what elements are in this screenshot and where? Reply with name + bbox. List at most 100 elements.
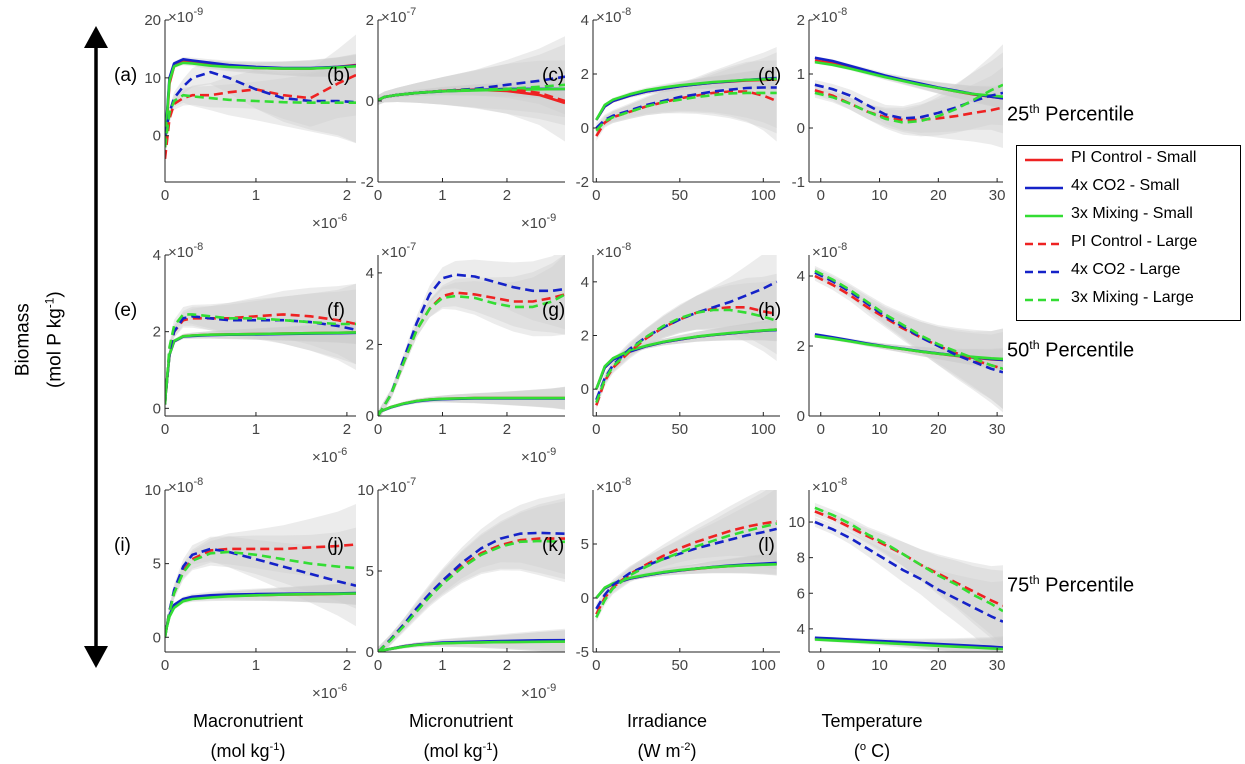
y-exponent-label: ×10-8 <box>168 241 203 261</box>
y-tick-label: 0 <box>153 400 161 417</box>
x-tick-label: 0 <box>161 657 169 674</box>
uncertainty-band-3x-mixing-large <box>378 44 565 125</box>
uncertainty-band <box>165 504 356 642</box>
x-tick-label: 2 <box>503 657 511 674</box>
column-label-macronutrient: Macronutrient (mol kg-1) <box>163 708 333 764</box>
column-label-micronutrient: Micronutrient (mol kg-1) <box>376 708 546 764</box>
panel-k: -5050 50 100×10-8(k) <box>542 476 780 674</box>
legend-item-4x-co2-small: 4x CO2 - Small <box>1023 174 1238 202</box>
y-tick-label: 4 <box>581 274 589 291</box>
y-tick-label: 2 <box>366 336 374 353</box>
panel-d: -10120 10 20 30×10-8(d) <box>758 6 1005 204</box>
x-tick-label: 100 <box>751 657 776 674</box>
y-exponent-power: -7 <box>406 6 416 18</box>
panel-l: 468100 10 20 30×10-8(l) <box>758 476 1005 674</box>
x-exponent-label: ×10-9 <box>521 446 556 466</box>
panel-letter: (d) <box>758 65 781 86</box>
x-exponent-label: ×10-6 <box>312 682 347 702</box>
panel-letter: (h) <box>758 300 781 321</box>
y-tick-label: 2 <box>581 66 589 83</box>
x-tick-label: 10 <box>871 421 888 438</box>
x-tick-label: 50 <box>671 657 688 674</box>
y-tick-label: -5 <box>576 644 589 661</box>
legend-item-4x-co2-large: 4x CO2 - Large <box>1023 258 1238 286</box>
y-exponent-label: ×10-7 <box>381 241 416 261</box>
panel-h: 0 2 4 0 10 20 30 ×10-8 (h) <box>758 241 1005 438</box>
legend-item-pi-control-large: PI Control - Large <box>1023 230 1238 258</box>
y-tick-label: 6 <box>797 585 805 602</box>
x-tick-label: 30 <box>989 421 1006 438</box>
x-tick-label: 1 <box>252 187 260 204</box>
y-tick-label: 4 <box>366 265 374 282</box>
y-exponent-power: -8 <box>621 241 631 253</box>
x-tick-label: 0 <box>592 421 600 438</box>
legend-item-pi-control-small: PI Control - Small <box>1023 146 1238 174</box>
y-tick-label: 8 <box>797 550 805 567</box>
x-exponent-power: -9 <box>546 682 556 694</box>
y-tick-label: 4 <box>153 247 161 264</box>
x-tick-label: 0 <box>592 187 600 204</box>
x-tick-label: 50 <box>671 187 688 204</box>
y-tick-label: 0 <box>366 93 374 110</box>
panel-letter: (k) <box>542 535 564 556</box>
x-tick-label: 1 <box>438 657 446 674</box>
x-exponent-label: ×10-9 <box>521 682 556 702</box>
panel-letter: (j) <box>327 535 344 556</box>
legend-item-3x-mixing-large: 3x Mixing - Large <box>1023 286 1238 314</box>
x-tick-label: 30 <box>989 657 1006 674</box>
y-tick-label: -1 <box>792 174 805 191</box>
panel-letter: (g) <box>542 300 565 321</box>
y-exponent-power: -7 <box>406 241 416 253</box>
x-tick-label: 20 <box>930 187 947 204</box>
y-tick-label: 10 <box>144 70 161 87</box>
y-tick-label: -2 <box>576 174 589 191</box>
x-tick-label: 1 <box>252 657 260 674</box>
y-tick-label: 1 <box>797 66 805 83</box>
y-exponent-label: ×10-7 <box>381 6 416 26</box>
y-exponent-label: ×10-8 <box>812 476 847 496</box>
x-tick-label: 0 <box>161 187 169 204</box>
y-exponent-power: -8 <box>837 6 847 18</box>
y-tick-label: 0 <box>581 381 589 398</box>
y-tick-label: 5 <box>366 563 374 580</box>
y-tick-label: 10 <box>357 482 374 499</box>
x-exponent-power: -6 <box>337 682 347 694</box>
column-label-irradiance: Irradiance (W m-2) <box>582 708 752 764</box>
uncertainty-band-3x-mixing-small <box>378 387 565 414</box>
x-tick-label: 2 <box>503 187 511 204</box>
panel-letter: (a) <box>114 65 137 86</box>
x-tick-label: 20 <box>930 657 947 674</box>
panel-letter: (e) <box>114 300 137 321</box>
x-tick-label: 0 <box>817 657 825 674</box>
uncertainty-band <box>596 242 776 411</box>
y-tick-label: 0 <box>153 128 161 145</box>
x-tick-label: 10 <box>871 187 888 204</box>
y-tick-label: 5 <box>153 556 161 573</box>
y-tick-label: 0 <box>797 408 805 425</box>
y-exponent-label: ×10-8 <box>812 6 847 26</box>
x-tick-label: 0 <box>817 187 825 204</box>
y-exponent-power: -8 <box>193 476 203 488</box>
y-axis-label: Biomass (mol P kg-1) <box>9 225 68 455</box>
x-exponent-power: -6 <box>337 212 347 224</box>
y-tick-label: 4 <box>797 268 805 285</box>
y-exponent-label: ×10-8 <box>812 241 847 261</box>
x-tick-label: 0 <box>374 187 382 204</box>
y-axis-label-line2: (mol P kg-1) <box>36 225 68 455</box>
uncertainty-band <box>378 493 565 657</box>
uncertainty-band <box>165 35 356 164</box>
y-tick-label: 4 <box>797 621 805 638</box>
x-exponent-label: ×10-6 <box>312 212 347 232</box>
y-tick-label: 0 <box>581 590 589 607</box>
x-exponent-power: -9 <box>546 212 556 224</box>
row-label-75th: 75th Percentile <box>1007 573 1134 598</box>
x-tick-label: 1 <box>252 421 260 438</box>
panel-a: 010200 1 2×10-9×10-6(a) <box>114 6 356 232</box>
y-tick-label: -2 <box>361 174 374 191</box>
x-tick-label: 1 <box>438 187 446 204</box>
y-tick-label: 0 <box>581 120 589 137</box>
y-exponent-power: -8 <box>837 241 847 253</box>
legend-item-3x-mixing-small: 3x Mixing - Small <box>1023 202 1238 230</box>
